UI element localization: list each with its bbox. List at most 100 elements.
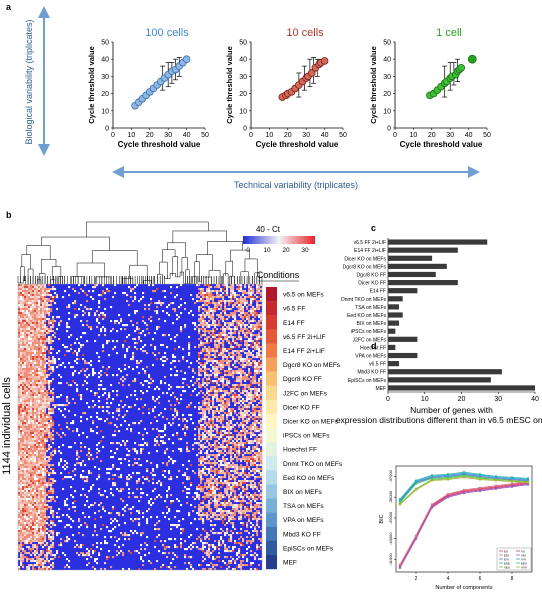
heatmap-cell (182, 348, 185, 351)
heatmap-cell (24, 356, 27, 359)
heatmap-cell (42, 478, 45, 481)
heatmap-cell (202, 460, 205, 463)
heatmap-cell (20, 460, 23, 463)
heatmap-cell (40, 294, 43, 297)
heatmap-cell (174, 336, 177, 339)
heatmap-cell (200, 460, 203, 463)
heatmap-cell (20, 320, 23, 323)
heatmap-cell (42, 380, 45, 383)
heatmap-cell (210, 470, 213, 473)
heatmap-cell (36, 374, 39, 377)
heatmap-cell (42, 428, 45, 431)
heatmap-cell (154, 354, 157, 357)
heatmap-cell (120, 488, 123, 491)
heatmap-cell (106, 368, 109, 371)
heatmap-cell (22, 352, 25, 355)
heatmap-cell (44, 538, 47, 541)
heatmap-cell (18, 568, 21, 571)
heatmap-cell (18, 522, 21, 525)
heatmap-cell (24, 408, 27, 411)
heatmap-cell (44, 466, 47, 469)
heatmap-cell (174, 416, 177, 419)
heatmap-cell (174, 360, 177, 363)
heatmap-cell (18, 458, 21, 461)
heatmap-cell (206, 462, 209, 465)
heatmap-cell (184, 548, 187, 551)
heatmap-cell (44, 314, 47, 317)
heatmap-cell (206, 506, 209, 509)
heatmap-cell (162, 512, 165, 515)
heatmap-cell (48, 478, 51, 481)
heatmap-cell (154, 444, 157, 447)
heatmap-cell (20, 366, 23, 369)
heatmap-cell (204, 426, 207, 429)
heatmap-cell (30, 342, 33, 345)
heatmap-cell (156, 496, 159, 499)
heatmap-cell (210, 432, 213, 435)
heatmap-cell (52, 520, 55, 523)
heatmap-cell (82, 478, 85, 481)
heatmap-cell (146, 390, 149, 393)
heatmap-cell (30, 370, 33, 373)
heatmap-cell (80, 524, 83, 527)
heatmap-cell (82, 290, 85, 293)
heatmap-cell (24, 396, 27, 399)
heatmap-cell (102, 346, 105, 349)
heatmap-cell (54, 320, 57, 323)
heatmap-cell (212, 400, 215, 403)
heatmap-cell (206, 516, 209, 519)
heatmap-cell (164, 320, 167, 323)
heatmap-cell (208, 374, 211, 377)
heatmap-cell (88, 406, 91, 409)
heatmap-cell (42, 328, 45, 331)
heatmap-cell (28, 394, 31, 397)
heatmap-cell (192, 496, 195, 499)
heatmap-cell (36, 538, 39, 541)
y-axis-label: Cycle threshold value (369, 46, 378, 124)
heatmap-cell (170, 292, 173, 295)
heatmap-cell (120, 532, 123, 535)
heatmap-cell (42, 294, 45, 297)
heatmap-cell (74, 290, 77, 293)
heatmap-cell (32, 288, 35, 291)
heatmap-cell (22, 414, 25, 417)
heatmap-cell (190, 362, 193, 365)
heatmap-cell (200, 300, 203, 303)
heatmap-cell (40, 488, 43, 491)
heatmap-cell (44, 300, 47, 303)
heatmap-cell (32, 486, 35, 489)
heatmap-cell (32, 518, 35, 521)
x-tick-label: 40 (465, 132, 473, 139)
heatmap-cell (42, 366, 45, 369)
heatmap-cell (20, 346, 23, 349)
heatmap-cell (18, 332, 21, 335)
heatmap-cell (206, 430, 209, 433)
heatmap-cell (128, 538, 131, 541)
heatmap-cell (28, 310, 31, 313)
heatmap-cell (30, 314, 33, 317)
heatmap-cell (22, 340, 25, 343)
heatmap-cell (18, 328, 21, 331)
heatmap-cell (208, 402, 211, 405)
heatmap-cell (28, 502, 31, 505)
heatmap-cell (118, 442, 121, 445)
heatmap-cell (22, 424, 25, 427)
heatmap-cell (38, 390, 41, 393)
heatmap-cell (40, 540, 43, 543)
heatmap-cell (200, 464, 203, 467)
heatmap-cell (76, 430, 79, 433)
heatmap-cell (106, 406, 109, 409)
heatmap-cell (80, 396, 83, 399)
heatmap-cell (144, 442, 147, 445)
heatmap-cell (138, 444, 141, 447)
heatmap-cell (208, 420, 211, 423)
heatmap-cell (202, 514, 205, 517)
heatmap-cell (38, 416, 41, 419)
heatmap-cell (34, 538, 37, 541)
heatmap-cell (132, 506, 135, 509)
heatmap-cell (38, 468, 41, 471)
heatmap-cell (18, 290, 21, 293)
heatmap-cell (50, 488, 53, 491)
heatmap-cell (32, 526, 35, 529)
heatmap-cell (86, 558, 89, 561)
